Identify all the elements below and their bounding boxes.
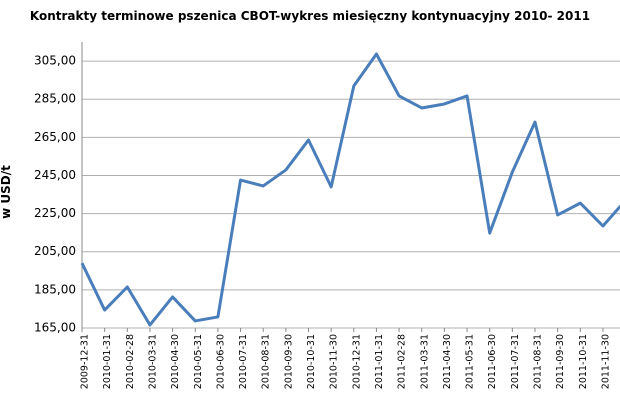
chart-title: Kontrakty terminowe pszenica CBOT-wykres… [30,9,590,23]
x-tick-label: 2011-11-30 [600,334,611,389]
x-tick-label: 2011-01-31 [374,334,385,389]
x-tick-label: 2010-06-30 [215,334,226,389]
x-tick-label: 2009-12-31 [80,334,91,389]
x-tick-label: 2010-10-31 [306,334,317,389]
x-tick-label: 2011-03-31 [419,334,430,389]
x-tick-label: 2010-04-30 [170,334,181,389]
x-tick-label: 2011-10-31 [578,334,589,389]
x-tick-label: 2011-07-31 [510,334,521,389]
x-tick-label: 2010-03-31 [147,334,158,389]
y-tick-label: 165,00 [34,321,76,335]
y-tick-label: 305,00 [34,54,76,68]
x-tick-label: 2011-05-31 [465,334,476,389]
y-tick-label: 265,00 [34,130,76,144]
x-tick-label: 2010-12-31 [351,334,362,389]
x-tick-label: 2011-04-30 [442,334,453,389]
x-tick-label: 2011-02-28 [397,334,408,389]
x-tick-label: 2010-07-31 [238,334,249,389]
y-tick-label: 205,00 [34,244,76,258]
line [80,52,620,327]
y-axis-label: w USD/t [0,165,13,219]
y-tick-label: 285,00 [34,92,76,106]
x-tick-label: 2010-01-31 [102,334,113,389]
y-tick-label: 225,00 [34,206,76,220]
x-tick-label: 2010-11-30 [329,334,340,389]
x-tick-label: 2011-08-31 [533,334,544,389]
x-tick-label: 2011-06-30 [487,334,498,389]
x-tick-label: 2010-09-30 [283,334,294,389]
x-tick-label: 2010-02-28 [125,334,136,389]
x-tick-label: 2010-05-31 [193,334,204,389]
y-tick-label: 185,00 [34,282,76,296]
x-tick-label: 2010-08-31 [261,334,272,389]
x-tick-label: 2011-09-30 [555,334,566,389]
y-tick-label: 245,00 [34,168,76,182]
